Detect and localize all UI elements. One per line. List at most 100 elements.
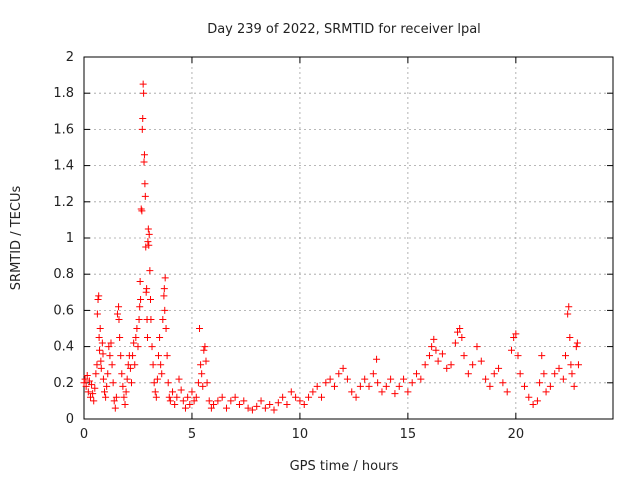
data-point [348, 388, 356, 396]
data-point [503, 388, 511, 396]
data-point [93, 361, 101, 369]
data-point [104, 370, 112, 378]
data-point [197, 361, 205, 369]
data-point [555, 364, 563, 372]
data-point [447, 361, 455, 369]
data-point [510, 334, 518, 342]
data-point [458, 334, 466, 342]
data-point [145, 241, 153, 249]
data-point [546, 382, 554, 390]
data-point [432, 346, 440, 354]
data-point [369, 370, 377, 378]
data-point [133, 325, 141, 332]
data-point [207, 404, 215, 412]
data-point [143, 285, 151, 293]
data-point [240, 397, 248, 405]
data-point [171, 401, 179, 409]
data-point [124, 361, 132, 369]
data-point [425, 352, 433, 360]
data-point [279, 393, 287, 401]
data-point [561, 352, 569, 360]
data-point [566, 334, 574, 342]
data-point [198, 370, 206, 378]
data-point [309, 388, 317, 396]
data-point [395, 382, 403, 390]
data-point [490, 370, 498, 378]
data-point [417, 375, 425, 383]
data-point [136, 277, 144, 285]
data-point [132, 334, 140, 342]
data-point [181, 404, 189, 412]
data-point [454, 328, 462, 336]
data-point [131, 361, 139, 369]
data-point [81, 375, 89, 383]
data-point [361, 375, 369, 383]
data-point [140, 158, 148, 166]
data-point [134, 343, 142, 351]
data-point [516, 370, 524, 378]
data-point [165, 393, 173, 401]
data-point [330, 382, 338, 390]
data-point [190, 397, 198, 405]
data-point [137, 205, 145, 213]
data-point [538, 352, 546, 360]
data-point [196, 325, 204, 332]
data-point [199, 382, 207, 390]
data-point [94, 296, 102, 304]
data-point [235, 401, 243, 409]
data-point [157, 361, 165, 369]
data-point [159, 315, 167, 323]
data-point [97, 364, 105, 372]
data-point [270, 406, 278, 414]
data-point [95, 334, 103, 342]
data-point [112, 393, 120, 401]
data-point [109, 379, 117, 387]
data-point [151, 388, 159, 396]
data-point [113, 310, 121, 318]
data-point [188, 388, 196, 396]
data-point [335, 370, 343, 378]
data-point [287, 388, 295, 396]
data-point [201, 343, 209, 351]
data-point [568, 370, 576, 378]
data-point [223, 404, 231, 412]
data-point [119, 382, 127, 390]
x-tick-label: 15 [400, 427, 417, 442]
data-point [508, 346, 516, 354]
data-point [559, 375, 567, 383]
data-point [477, 357, 485, 365]
data-point [536, 379, 544, 387]
data-point [116, 334, 124, 342]
data-point [482, 375, 490, 383]
data-point [103, 382, 111, 390]
data-point [391, 390, 399, 398]
data-point [194, 379, 202, 387]
x-axis-label: GPS time / hours [290, 459, 399, 474]
data-point [551, 370, 559, 378]
data-point [283, 401, 291, 409]
y-tick-label: 0.8 [53, 267, 74, 282]
data-point [129, 352, 137, 360]
data-point [495, 364, 503, 372]
data-point [145, 230, 153, 238]
data-point [161, 306, 169, 314]
y-tick-label: 0.2 [53, 376, 74, 391]
data-point [85, 377, 93, 385]
data-point [141, 180, 149, 188]
data-point [512, 330, 520, 338]
data-point [138, 207, 146, 215]
data-point [164, 379, 172, 387]
data-point [382, 382, 390, 390]
data-point [91, 384, 99, 392]
data-point [460, 352, 468, 360]
data-point [438, 350, 446, 358]
data-point [122, 388, 130, 396]
data-point [88, 381, 96, 389]
data-point [161, 274, 169, 282]
data-point [177, 386, 185, 394]
data-point [486, 382, 494, 390]
data-point [90, 397, 98, 405]
data-point [542, 388, 550, 396]
data-point [135, 315, 143, 323]
data-point [564, 310, 572, 318]
